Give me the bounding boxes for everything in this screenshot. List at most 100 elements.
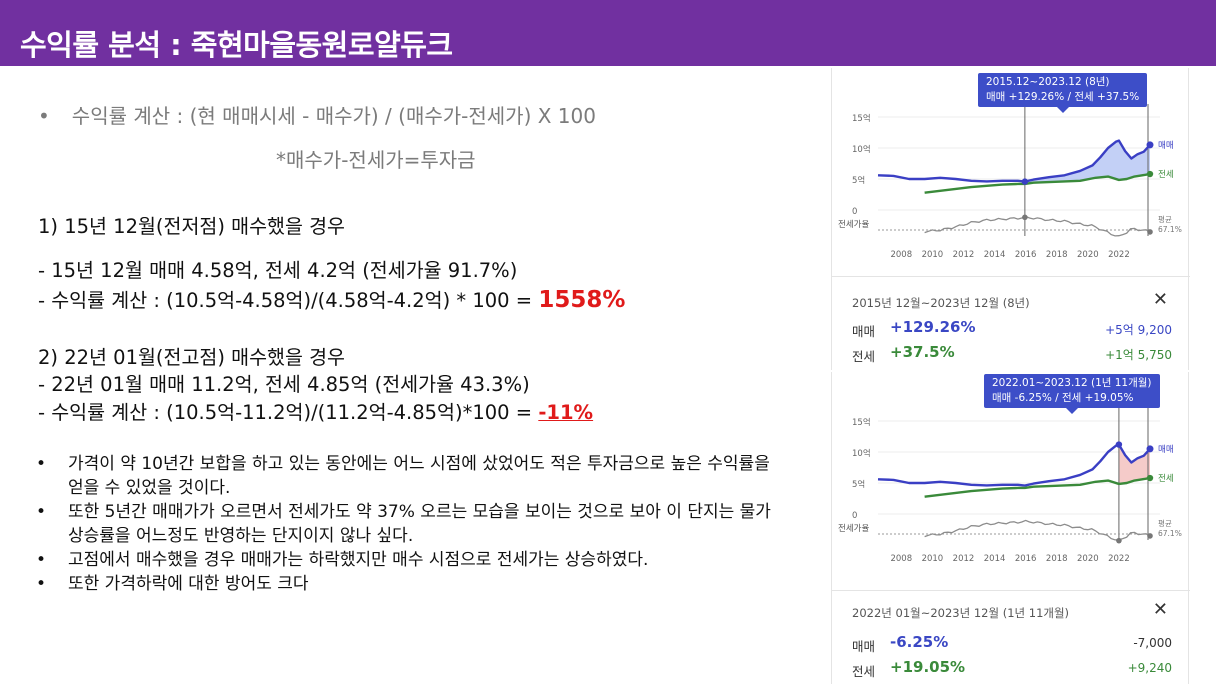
case1-line1: - 15년 12월 매매 4.58억, 전세 4.2억 (전세가율 91.7%) bbox=[38, 259, 518, 282]
bullet-list: • 가격이 약 10년간 보합을 하고 있는 동안에는 어느 시점에 샀었어도 적… bbox=[36, 452, 776, 596]
ratio-end-point bbox=[1147, 229, 1153, 235]
jeonse-change-amount: +9,240 bbox=[1127, 661, 1172, 675]
x-tick-label: 2022 bbox=[1108, 250, 1130, 260]
case1-result: 1558% bbox=[538, 287, 626, 313]
jeonse-change-amount: +1억 5,750 bbox=[1105, 348, 1172, 362]
sale-change-pct: -6.25% bbox=[890, 633, 949, 651]
x-tick-label: 2012 bbox=[953, 554, 975, 564]
sale-price-line bbox=[877, 139, 1151, 183]
x-tick-label: 2022 bbox=[1108, 554, 1130, 564]
jeonse-ratio-line bbox=[924, 519, 1151, 541]
list-item: • 또한 5년간 매매가가 오르면서 전세가도 약 37% 오르는 모습을 보이는… bbox=[36, 500, 776, 548]
ratio-label: 전세가율 bbox=[838, 219, 869, 230]
bullet-dot: • bbox=[36, 454, 47, 474]
range-tooltip: 2022.01~2023.12 (1년 11개월) 매매 -6.25% / 전세… bbox=[984, 374, 1160, 414]
sale-change-amount: -7,000 bbox=[1133, 636, 1172, 650]
x-tick-label: 2008 bbox=[890, 250, 912, 260]
chart-panel-2: 15억 10억 5억 0 매매 전세 전세가율 평균 67.1% 2008 2010 2012 2014… bbox=[831, 372, 1190, 684]
series-label: 전세 bbox=[1158, 169, 1174, 180]
y-tick-label: 15억 bbox=[852, 113, 871, 124]
summary-period: 2022년 01월~2023년 12월 (1년 11개월) bbox=[852, 606, 1070, 620]
x-tick-label: 2010 bbox=[922, 554, 944, 564]
case2-line1: - 22년 01월 매매 11.2억, 전세 4.85억 (전세가율 43.3%… bbox=[38, 373, 530, 396]
close-icon[interactable]: ✕ bbox=[1152, 599, 1168, 620]
x-tick-label: 2020 bbox=[1077, 250, 1099, 260]
tooltip-period: 2015.12~2023.12 (8년) bbox=[986, 76, 1110, 88]
sale-label: 매매 bbox=[852, 324, 876, 339]
formula-line: • 수익률 계산 : (현 매매시세 - 매수가) / (매수가-전세가) X 1… bbox=[38, 100, 596, 129]
price-chart-2[interactable]: 15억 10억 5억 0 매매 전세 전세가율 평균 67.1% 2008 2010 2012 2014… bbox=[832, 372, 1188, 582]
formula-text: 수익률 계산 : (현 매매시세 - 매수가) / (매수가-전세가) X 10… bbox=[71, 104, 596, 128]
x-tick-label: 2020 bbox=[1077, 554, 1099, 564]
sale-end-point bbox=[1146, 445, 1154, 453]
jeonse-price-line bbox=[924, 476, 1151, 498]
bullet-text: 고점에서 매수했을 경우 매매가는 하락했지만 매수 시점으로 전세가는 상승하… bbox=[68, 550, 649, 570]
x-tick-label: 2012 bbox=[953, 250, 975, 260]
bullet-dot: • bbox=[36, 550, 47, 570]
jeonse-end-point bbox=[1146, 474, 1154, 482]
sale-change-pct: +129.26% bbox=[890, 318, 976, 336]
jeonse-change-pct: +37.5% bbox=[890, 343, 955, 361]
jeonse-price-line bbox=[924, 172, 1151, 194]
summary-box: 2015년 12월~2023년 12월 (8년) ✕ 매매 +129.26% +… bbox=[832, 276, 1190, 370]
avg-label: 평균 bbox=[1158, 518, 1172, 528]
y-tick-label: 15억 bbox=[852, 417, 871, 428]
y-tick-label: 5억 bbox=[852, 479, 865, 490]
ratio-start-point bbox=[1116, 537, 1122, 544]
ratio-start-point bbox=[1022, 214, 1028, 221]
x-tick-label: 2018 bbox=[1046, 250, 1068, 260]
sale-price-line bbox=[877, 443, 1151, 487]
case2-result: -11% bbox=[538, 401, 594, 424]
list-item: • 가격이 약 10년간 보합을 하고 있는 동안에는 어느 시점에 샀었어도 적… bbox=[36, 452, 776, 500]
sale-start-point bbox=[1021, 178, 1029, 185]
sale-label: 매매 bbox=[852, 639, 876, 654]
x-tick-label: 2008 bbox=[890, 554, 912, 564]
page-title: 수익률 분석 : 죽현마을동원로얄듀크 bbox=[20, 28, 453, 62]
case1-formula: - 수익률 계산 : (10.5억-4.58억)/(4.58억-4.2억) * … bbox=[38, 289, 539, 312]
close-icon[interactable]: ✕ bbox=[1152, 289, 1168, 310]
range-tooltip: 2015.12~2023.12 (8년) 매매 +129.26% / 전세 +3… bbox=[978, 73, 1148, 113]
list-item: • 또한 가격하락에 대한 방어도 크다 bbox=[36, 572, 776, 596]
list-item: • 고점에서 매수했을 경우 매매가는 하락했지만 매수 시점으로 전세가는 상승… bbox=[36, 548, 776, 572]
bullet-dot: • bbox=[36, 502, 47, 522]
bullet-dot: • bbox=[36, 574, 47, 594]
avg-value: 67.1% bbox=[1158, 529, 1182, 538]
bullet-text: 또한 5년간 매매가가 오르면서 전세가도 약 37% 오르는 모습을 보이는 … bbox=[68, 502, 771, 546]
summary-box: 2022년 01월~2023년 12월 (1년 11개월) ✕ 매매 -6.25… bbox=[832, 590, 1190, 684]
bullet-text: 또한 가격하락에 대한 방어도 크다 bbox=[68, 574, 309, 594]
gain-area bbox=[1118, 444, 1150, 484]
y-tick-label: 0 bbox=[852, 511, 857, 521]
bullet-dot: • bbox=[38, 104, 50, 128]
x-tick-label: 2016 bbox=[1015, 554, 1037, 564]
formula-note: *매수가-전세가=투자금 bbox=[276, 148, 476, 172]
tooltip-change: 매매 -6.25% / 전세 +19.05% bbox=[992, 392, 1134, 404]
x-tick-label: 2010 bbox=[922, 250, 944, 260]
series-label: 매매 bbox=[1158, 141, 1174, 151]
case1-line2: - 수익률 계산 : (10.5억-4.58억)/(4.58억-4.2억) * … bbox=[38, 284, 625, 313]
ratio-end-point bbox=[1147, 533, 1153, 539]
sale-start-point bbox=[1115, 441, 1123, 448]
sale-end-point bbox=[1146, 141, 1154, 149]
tooltip-change: 매매 +129.26% / 전세 +37.5% bbox=[986, 91, 1140, 103]
case2-heading: 2) 22년 01월(전고점) 매수했을 경우 bbox=[38, 346, 345, 369]
chart-panel-1: 15억 10억 5억 0 매매 전세 전세가율 평균 67.1% 2008 2010 2012 2014… bbox=[831, 68, 1190, 370]
jeonse-end-point bbox=[1146, 170, 1154, 178]
sale-change-amount: +5억 9,200 bbox=[1105, 323, 1172, 337]
series-label: 전세 bbox=[1158, 473, 1174, 484]
jeonse-change-pct: +19.05% bbox=[890, 658, 966, 676]
x-tick-label: 2018 bbox=[1046, 554, 1068, 564]
x-tick-label: 2014 bbox=[984, 250, 1006, 260]
ratio-label: 전세가율 bbox=[838, 523, 869, 534]
tooltip-period: 2022.01~2023.12 (1년 11개월) bbox=[992, 377, 1152, 389]
jeonse-ratio-line bbox=[924, 215, 1151, 237]
x-tick-label: 2016 bbox=[1015, 250, 1037, 260]
bullet-text: 가격이 약 10년간 보합을 하고 있는 동안에는 어느 시점에 샀었어도 적은… bbox=[68, 454, 770, 498]
series-label: 매매 bbox=[1158, 445, 1174, 455]
case2-formula: - 수익률 계산 : (10.5억-11.2억)/(11.2억-4.85억)*1… bbox=[38, 401, 539, 424]
jeonse-label: 전세 bbox=[852, 664, 876, 679]
header-bar: 수익률 분석 : 죽현마을동원로얄듀크 bbox=[0, 0, 1216, 66]
y-tick-label: 5억 bbox=[852, 175, 865, 186]
price-chart-1[interactable]: 15억 10억 5억 0 매매 전세 전세가율 평균 67.1% 2008 2010 2012 2014… bbox=[832, 68, 1188, 278]
x-tick-label: 2014 bbox=[984, 554, 1006, 564]
